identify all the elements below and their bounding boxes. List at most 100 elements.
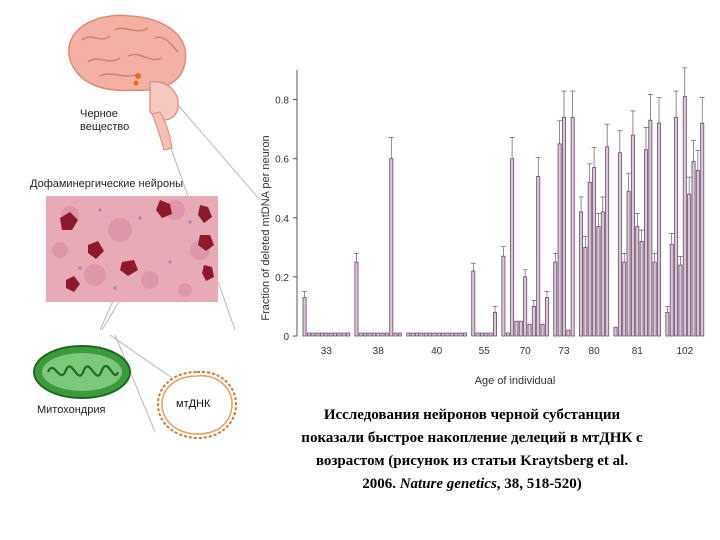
bar	[341, 332, 346, 337]
x-tick-label: 80	[589, 346, 601, 357]
bar	[648, 119, 653, 337]
bar	[389, 158, 394, 337]
chart-y-axis-label: Fraction of deleted mtDNA per neuron	[260, 135, 272, 320]
y-tick-label: 0.4	[275, 214, 289, 225]
caption-year: 2006.	[362, 476, 396, 492]
bar	[419, 332, 424, 337]
bar	[484, 332, 489, 337]
illustration-panel	[33, 14, 260, 440]
bar	[449, 332, 454, 337]
bar	[324, 332, 329, 337]
bar	[454, 332, 459, 337]
bar	[445, 332, 450, 337]
caption-line-4: 2006. Nature genetics, 38, 518-520)	[262, 473, 682, 496]
bar	[678, 264, 683, 337]
bar	[333, 332, 338, 337]
bar	[415, 332, 420, 337]
x-tick-label: 38	[373, 346, 385, 357]
bar	[475, 332, 480, 337]
bar	[493, 311, 498, 337]
bar	[436, 332, 441, 337]
deletion-bar-chart: Fraction of deleted mtDNA per neuron Age…	[260, 67, 705, 387]
mitochondrion-label: Митохондрия	[37, 404, 106, 416]
bar	[410, 332, 415, 337]
substantia-nigra-label-line1: Черное	[80, 108, 118, 120]
caption: Исследования нейронов черной субстанции …	[262, 404, 682, 496]
mtdna-label: мтДНК	[176, 398, 211, 410]
bar	[363, 332, 368, 337]
bar	[669, 243, 674, 337]
caption-line-3: возрастом (рисунок из статьи Kraytsberg …	[315, 453, 629, 469]
substantia-nigra-label: Черное вещество	[80, 108, 129, 134]
brain-image	[68, 14, 187, 151]
bar	[657, 122, 662, 337]
bar	[691, 161, 696, 337]
substantia-nigra-marker	[135, 73, 141, 79]
bar	[605, 146, 610, 337]
bar	[523, 276, 528, 337]
bar	[579, 211, 584, 337]
x-tick-label: 55	[479, 346, 491, 357]
bar	[626, 190, 631, 337]
bar	[471, 270, 476, 337]
bar	[639, 241, 644, 337]
bar	[644, 149, 648, 337]
tissue-image	[46, 196, 218, 302]
bar	[384, 332, 389, 337]
bar	[462, 332, 467, 337]
bar	[540, 323, 545, 337]
bar	[695, 170, 700, 337]
bar	[488, 332, 493, 337]
bar	[617, 152, 622, 337]
x-tick-label: 40	[431, 346, 443, 357]
bar	[665, 311, 670, 337]
bar	[557, 143, 562, 337]
x-tick-label: 73	[558, 346, 570, 357]
bar	[544, 297, 549, 337]
bar	[441, 332, 446, 337]
bar	[510, 158, 515, 337]
bar	[583, 246, 588, 337]
bar	[480, 332, 484, 337]
mtdna-image	[156, 370, 238, 440]
bar	[635, 226, 640, 337]
dopaminergic-neurons-label: Дофаминергические нейроны	[30, 178, 184, 190]
bar	[531, 306, 536, 337]
y-tick-label: 0	[283, 332, 289, 343]
bar	[358, 332, 363, 337]
bar	[613, 326, 618, 337]
y-tick-label: 0.8	[275, 96, 289, 107]
bar	[652, 261, 657, 337]
bar	[536, 176, 541, 337]
bar	[682, 96, 687, 337]
bar	[562, 116, 566, 337]
bar	[346, 332, 351, 337]
bar	[514, 320, 519, 337]
bar	[354, 261, 359, 337]
bar	[527, 323, 532, 337]
bar	[501, 255, 506, 337]
x-tick-label: 33	[321, 346, 333, 357]
bar	[423, 332, 428, 337]
caption-line-1: Исследования нейронов черной субстанции	[323, 407, 621, 423]
chart-ticks: 0 0.2 0.4 0.6 0.8 33 38 40 55 70 73 80 81 102	[275, 96, 693, 357]
bar	[306, 332, 311, 337]
bar	[376, 332, 381, 337]
bar	[596, 226, 601, 337]
bar	[600, 211, 605, 337]
bar	[674, 116, 679, 337]
mitochondrion-image	[33, 345, 131, 399]
bar	[311, 332, 316, 337]
bar	[458, 332, 463, 337]
bar	[406, 332, 411, 337]
bar	[505, 332, 510, 337]
chart-x-axis-label: Age of individual	[475, 375, 556, 387]
y-tick-label: 0.2	[275, 273, 289, 284]
bar	[380, 332, 385, 337]
caption-line-2: показали быстрое накопление делеций в мт…	[301, 430, 643, 446]
bar	[371, 332, 376, 337]
bar	[315, 332, 320, 337]
bar	[337, 332, 342, 337]
bar	[393, 332, 398, 337]
y-tick-label: 0.6	[275, 155, 289, 166]
